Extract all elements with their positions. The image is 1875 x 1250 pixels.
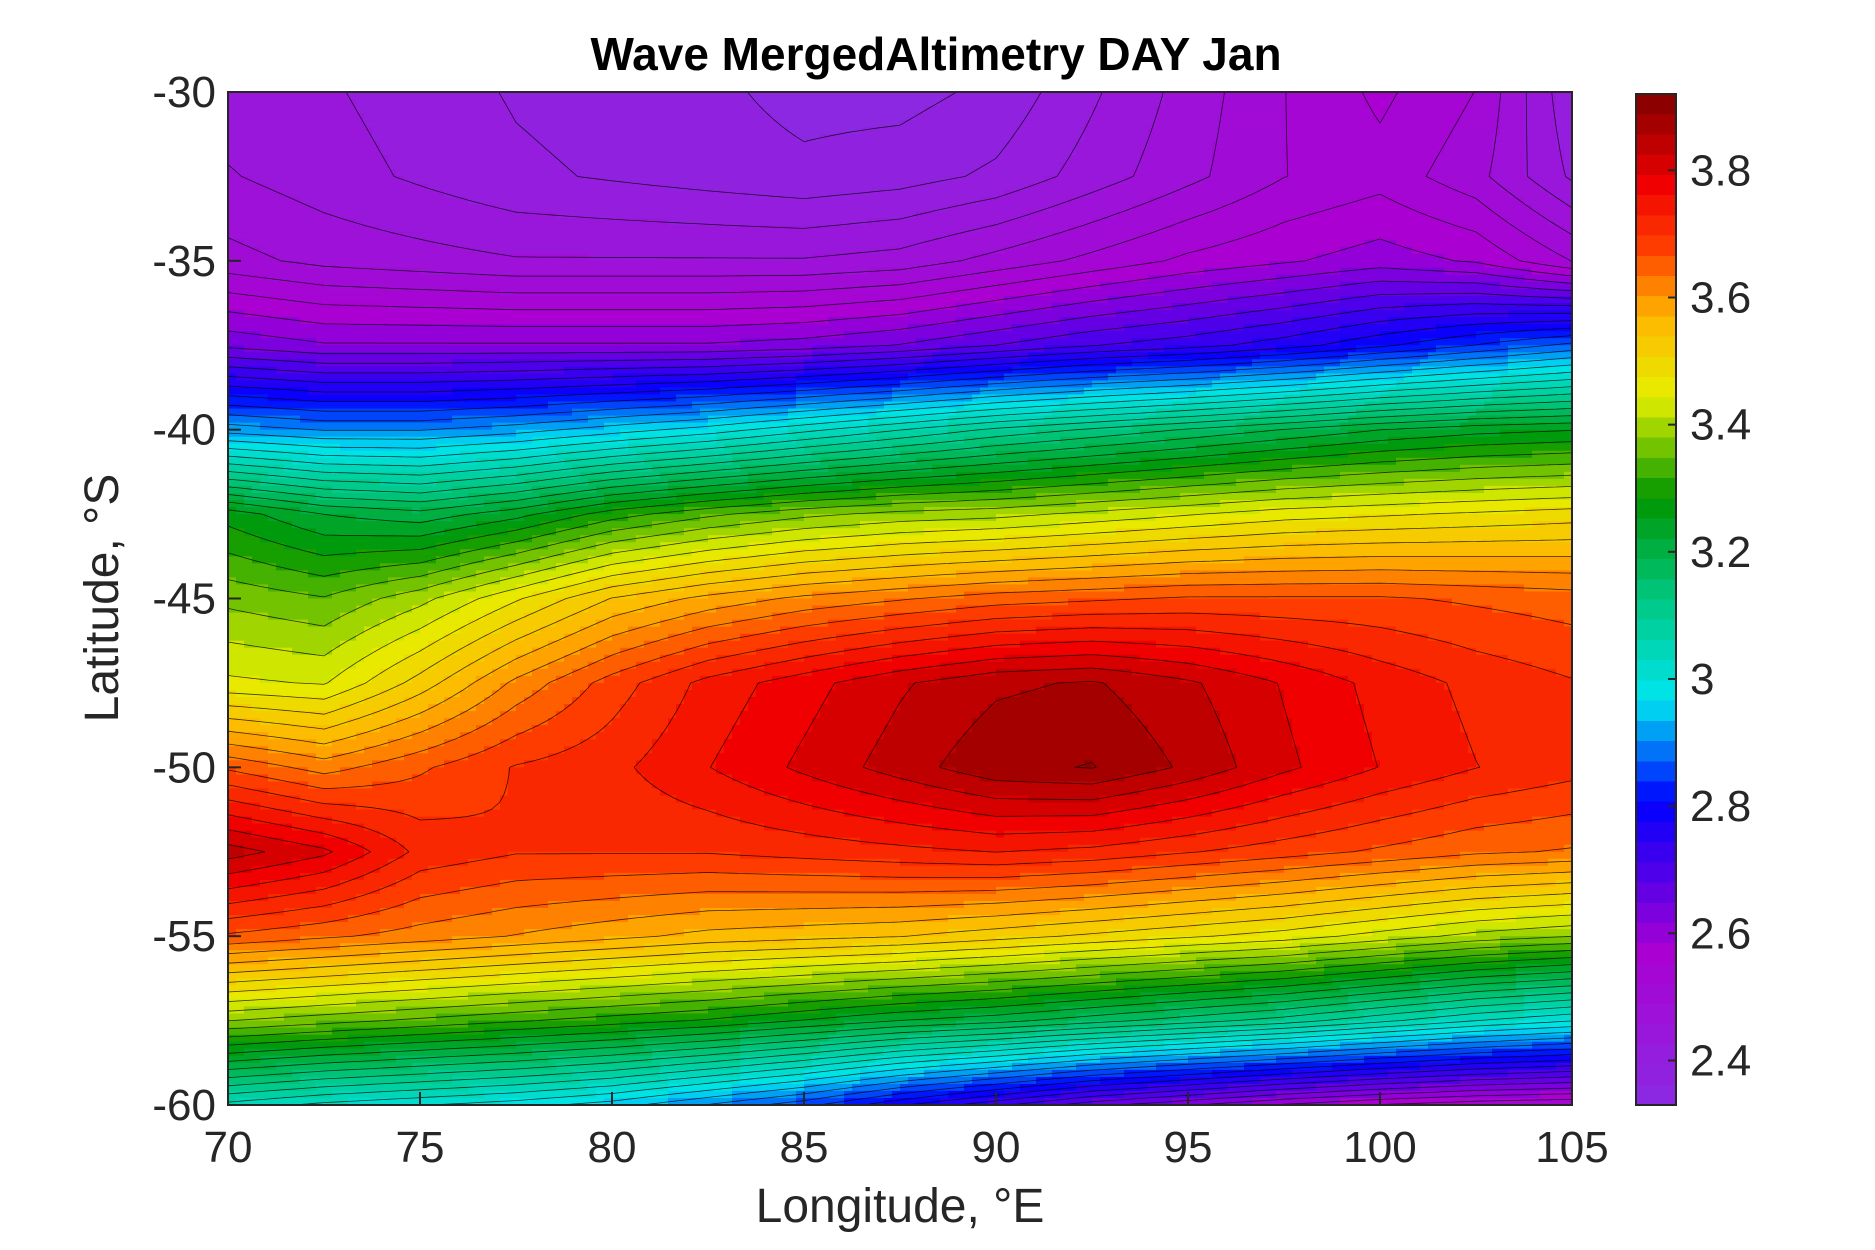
y-tick-label: -35 xyxy=(152,237,216,286)
chart-title: Wave MergedAltimetry DAY Jan xyxy=(590,28,1281,80)
y-axis-label: Latitude, °S xyxy=(76,474,129,723)
colorbar-tick-label: 2.8 xyxy=(1690,782,1751,831)
colorbar-tick-label: 3.8 xyxy=(1690,146,1751,195)
x-tick-label: 70 xyxy=(204,1123,253,1172)
colorbar-tick-label: 2.4 xyxy=(1690,1036,1751,1085)
x-tick-label: 95 xyxy=(1164,1123,1213,1172)
plot-area xyxy=(228,92,1573,1106)
colorbar-tick-label: 2.6 xyxy=(1690,909,1751,958)
colorbar-tick-label: 3.6 xyxy=(1690,273,1751,322)
y-tick-label: -45 xyxy=(152,575,216,624)
x-tick-label: 90 xyxy=(972,1123,1021,1172)
colorbar: 2.4 2.6 2.8 3 3.2 3.4 3.6 3.8 xyxy=(1636,94,1751,1105)
colorbar-tick-label: 3.4 xyxy=(1690,401,1751,450)
x-tick-label: 85 xyxy=(780,1123,829,1172)
y-tick-label: -40 xyxy=(152,406,216,455)
colorbar-gradient xyxy=(1636,94,1676,1105)
y-tick-label: -55 xyxy=(152,912,216,961)
x-tick-label: 105 xyxy=(1535,1123,1608,1172)
colorbar-tick-label: 3 xyxy=(1690,655,1714,704)
x-tick-label: 75 xyxy=(396,1123,445,1172)
x-axis-label: Longitude, °E xyxy=(756,1180,1045,1233)
colorbar-tick-label: 3.2 xyxy=(1690,528,1751,577)
x-tick-label: 80 xyxy=(588,1123,637,1172)
y-tick-label: -60 xyxy=(152,1081,216,1130)
colorbar-ticks: 2.4 2.6 2.8 3 3.2 3.4 3.6 3.8 xyxy=(1668,146,1751,1085)
y-tick-label: -50 xyxy=(152,743,216,792)
x-tick-label: 100 xyxy=(1343,1123,1416,1172)
y-tick-label: -30 xyxy=(152,68,216,117)
